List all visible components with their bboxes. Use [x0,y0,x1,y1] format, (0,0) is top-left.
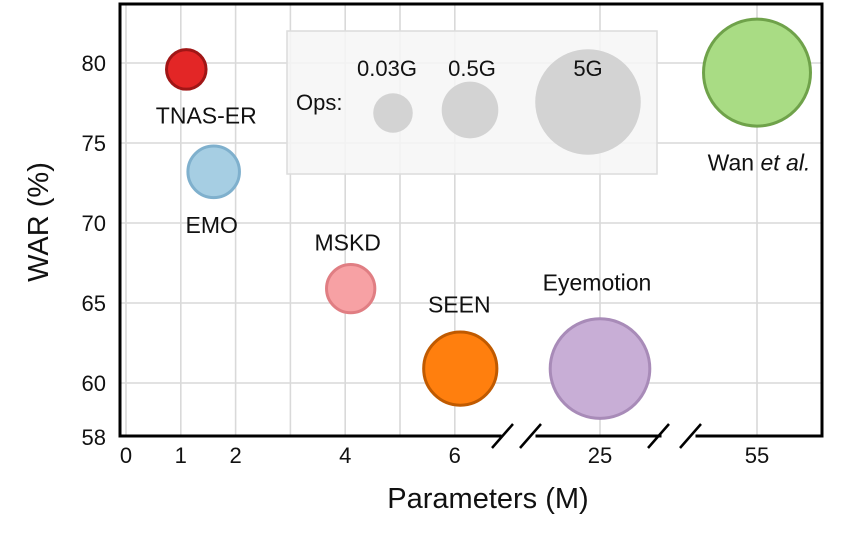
x-tick-label: 2 [229,443,241,468]
bubble [165,48,208,91]
size-legend-label: 5G [573,56,602,81]
size-legend-bubble [441,81,499,139]
y-axis-title: WAR (%) [23,162,55,282]
x-tick-label: 6 [449,443,461,468]
x-tick-label: 0 [120,443,132,468]
x-tick-label: 4 [339,443,351,468]
bubble [325,262,377,315]
y-tick-label: 70 [82,211,106,236]
y-tick-label: 80 [82,51,106,76]
size-legend-bubble [535,49,641,155]
bubble-label: Eyemotion [543,270,652,296]
bubble [422,330,499,407]
y-tick-label: 60 [82,371,106,396]
x-tick-label: 1 [175,443,187,468]
y-tick-label: 75 [82,131,106,156]
axis-break-mark [519,423,542,449]
bubble-label: TNAS-ER [156,102,257,128]
y-tick-labels: 58 60 65 70 75 80 [82,51,106,450]
axes [118,2,824,449]
axis-break-mark [679,423,702,449]
axis-break-mark [647,423,670,449]
x-tick-labels: 0 1 2 4 6 25 55 [120,443,769,468]
size-legend-bubble [373,93,413,133]
x-tick-label: 55 [745,443,769,468]
size-legend-label: 0.5G [448,56,496,81]
bubble-label: SEEN [428,292,491,318]
bubbles: TNAS-ER EMO MSKD SEEN Eyemotion Wan et al. [156,17,812,420]
axis-break-mark [491,423,514,449]
size-legend: Ops: 0.03G 0.5G 5G [286,30,658,175]
size-legend-title: Ops: [296,90,342,115]
y-tick-label: 65 [82,291,106,316]
bubble-label: Wan et al. [708,150,811,176]
x-tick-label: 25 [588,443,612,468]
size-legend-label: 0.03G [357,56,417,81]
bubble [548,317,652,420]
bubble-label: EMO [185,212,237,238]
bubble [702,17,812,128]
bubble [186,144,241,200]
y-tick-label: 58 [82,425,106,450]
x-axis-title: Parameters (M) [387,483,588,515]
bubble-label: MSKD [314,230,380,256]
